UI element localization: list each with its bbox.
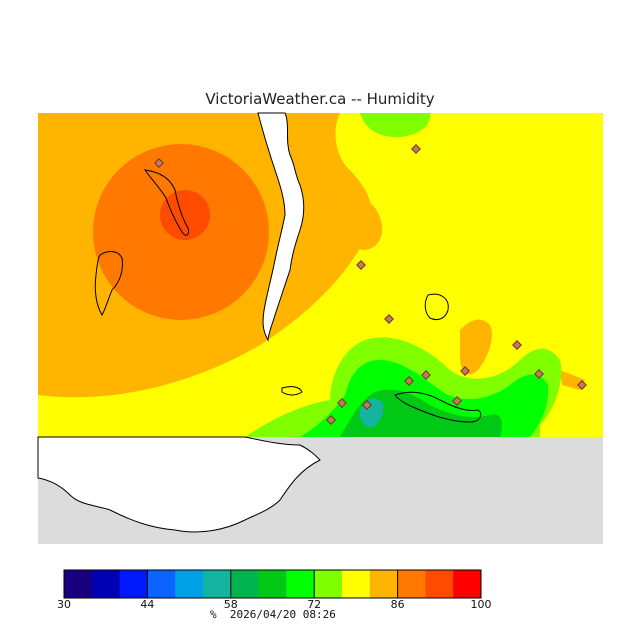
colorbar-ticks: 30 44 58 72 86 100: [57, 570, 492, 611]
colorbar-cell: [314, 570, 343, 598]
colorbar-cell: [175, 570, 204, 598]
colorbar-cell: [397, 570, 426, 598]
colorbar-frame: [63, 569, 482, 599]
station-markers: [154, 144, 587, 425]
contour-red-orange: [160, 190, 210, 240]
colorbar-cell: [369, 570, 399, 598]
colorbar-cell: [147, 570, 176, 598]
contour-light-green-north: [360, 113, 431, 138]
station-marker: [326, 415, 336, 425]
footer-timestamp: 2026/04/20 08:26: [229, 608, 336, 621]
colorbar-cell: [258, 570, 287, 598]
station-marker: [411, 144, 421, 154]
station-marker: [154, 158, 164, 168]
footer: % 2026/04/20 08:26: [210, 608, 336, 621]
station-marker: [337, 398, 347, 408]
coastline-island-west: [143, 169, 189, 236]
colorbar-cell: [91, 570, 121, 598]
footer-unit: %: [210, 608, 217, 621]
colorbar-cells: [64, 570, 482, 598]
colorbar-tick-label: 44: [140, 598, 154, 611]
contour-orange-saanich: [350, 198, 383, 250]
station-marker: [512, 340, 522, 350]
station-marker: [460, 366, 470, 376]
colorbar-tick-label: 30: [57, 598, 71, 611]
colorbar-tick-label: 100: [471, 598, 492, 611]
station-marker: [384, 314, 394, 324]
coastline-island-southwest: [94, 251, 123, 316]
station-marker: [356, 260, 366, 270]
colorbar-cell: [425, 570, 454, 598]
colorbar-cell: [203, 570, 232, 598]
water-channel: [257, 112, 305, 342]
colorbar-cell: [286, 570, 315, 598]
coastline-islands-south: [394, 391, 482, 423]
coastline-island-east: [424, 293, 449, 321]
station-marker: [577, 380, 587, 390]
station-marker: [421, 370, 431, 380]
contour-orange-tongue: [460, 319, 492, 375]
coastline-small-island: [281, 386, 303, 396]
station-marker: [404, 376, 414, 386]
colorbar-cell: [119, 570, 148, 598]
colorbar-tick-label: 72: [307, 598, 321, 611]
colorbar-cell: [230, 570, 260, 598]
station-marker: [452, 396, 462, 406]
colorbar-cell: [342, 570, 371, 598]
colorbar-cell: [64, 570, 93, 598]
colorbar-tick-label: 58: [224, 598, 238, 611]
station-marker: [362, 400, 372, 410]
station-marker: [534, 369, 544, 379]
colorbar-tick-label: 86: [391, 598, 405, 611]
water-lower: [37, 436, 321, 533]
map-title: VictoriaWeather.ca -- Humidity: [205, 90, 435, 108]
colorbar-cell: [453, 570, 482, 598]
